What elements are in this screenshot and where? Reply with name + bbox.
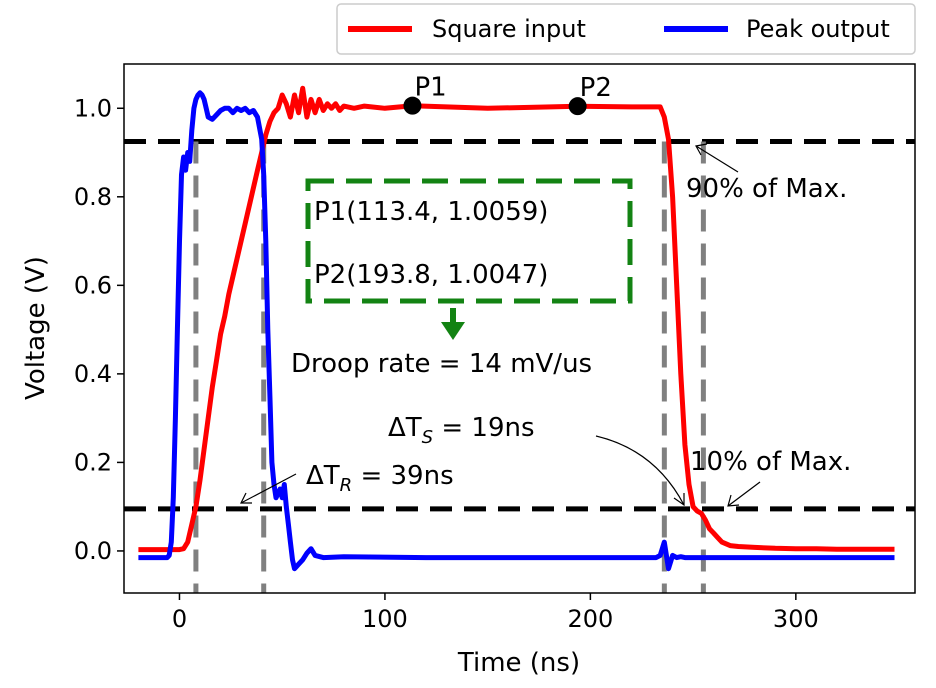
delta-ts-arrow <box>595 435 685 506</box>
x-tick-label: 100 <box>362 605 408 633</box>
ten-percent-arrow <box>727 481 761 507</box>
droop-rate-label: Droop rate = 14 mV/us <box>291 349 592 379</box>
series-line-peak-output <box>138 90 895 572</box>
delta-tr-arrowhead <box>240 492 252 504</box>
y-tick-label: 0.6 <box>74 271 112 299</box>
ninety-percent-label: 90% of Max. <box>686 174 847 204</box>
y-axis-label: Voltage (V) <box>21 256 51 400</box>
plot-frame <box>123 63 916 594</box>
x-tick-label: 0 <box>172 605 187 633</box>
droop-arrow-head <box>441 322 465 340</box>
delta-tr-label: ΔTR = 39ns <box>306 461 454 496</box>
delta-ts-label: ΔTS = 19ns <box>388 413 535 448</box>
marker-label-p2: P2 <box>580 73 612 103</box>
legend-label-peak-output: Peak output <box>746 15 890 43</box>
marker-p1 <box>403 96 422 115</box>
delta-tr-arrow <box>240 473 297 504</box>
marker-p2 <box>568 97 587 116</box>
y-tick-label: 0.8 <box>74 183 112 211</box>
legend-label-square-input: Square input <box>432 15 586 43</box>
series-group <box>138 85 895 572</box>
y-tick-label: 0.0 <box>74 537 112 565</box>
legend-frame <box>336 3 916 55</box>
annotations: P1(113.4, 1.0059) P2(193.8, 1.0047) Droo… <box>240 143 851 507</box>
marker-label-p1: P1 <box>414 73 446 103</box>
p2-coordinates: P2(193.8, 1.0047) <box>314 260 548 290</box>
x-axis-ticks: 0 100 200 300 <box>172 593 819 633</box>
point-markers: P1 P2 <box>403 73 612 116</box>
plot-area: P1 P2 <box>123 63 916 594</box>
x-axis-label: Time (ns) <box>457 648 580 678</box>
x-tick-label: 200 <box>567 605 613 633</box>
y-tick-label: 0.2 <box>74 448 112 476</box>
legend: Square input Peak output <box>336 3 916 55</box>
y-axis-ticks: 0.0 0.2 0.4 0.6 0.8 1.0 <box>74 94 124 565</box>
series-line-square-input <box>138 85 895 553</box>
ten-percent-arrowhead <box>727 494 740 507</box>
y-tick-label: 0.4 <box>74 360 112 388</box>
ninety-percent-arrow <box>695 145 739 173</box>
x-tick-label: 300 <box>773 605 819 633</box>
coordinates-box <box>305 178 633 304</box>
y-tick-label: 1.0 <box>74 94 112 122</box>
p1-coordinates: P1(113.4, 1.0059) <box>314 197 548 227</box>
ninety-percent-arrowhead <box>695 143 708 156</box>
delta-ts-arrowhead <box>673 493 685 507</box>
ten-percent-label: 10% of Max. <box>690 447 851 477</box>
